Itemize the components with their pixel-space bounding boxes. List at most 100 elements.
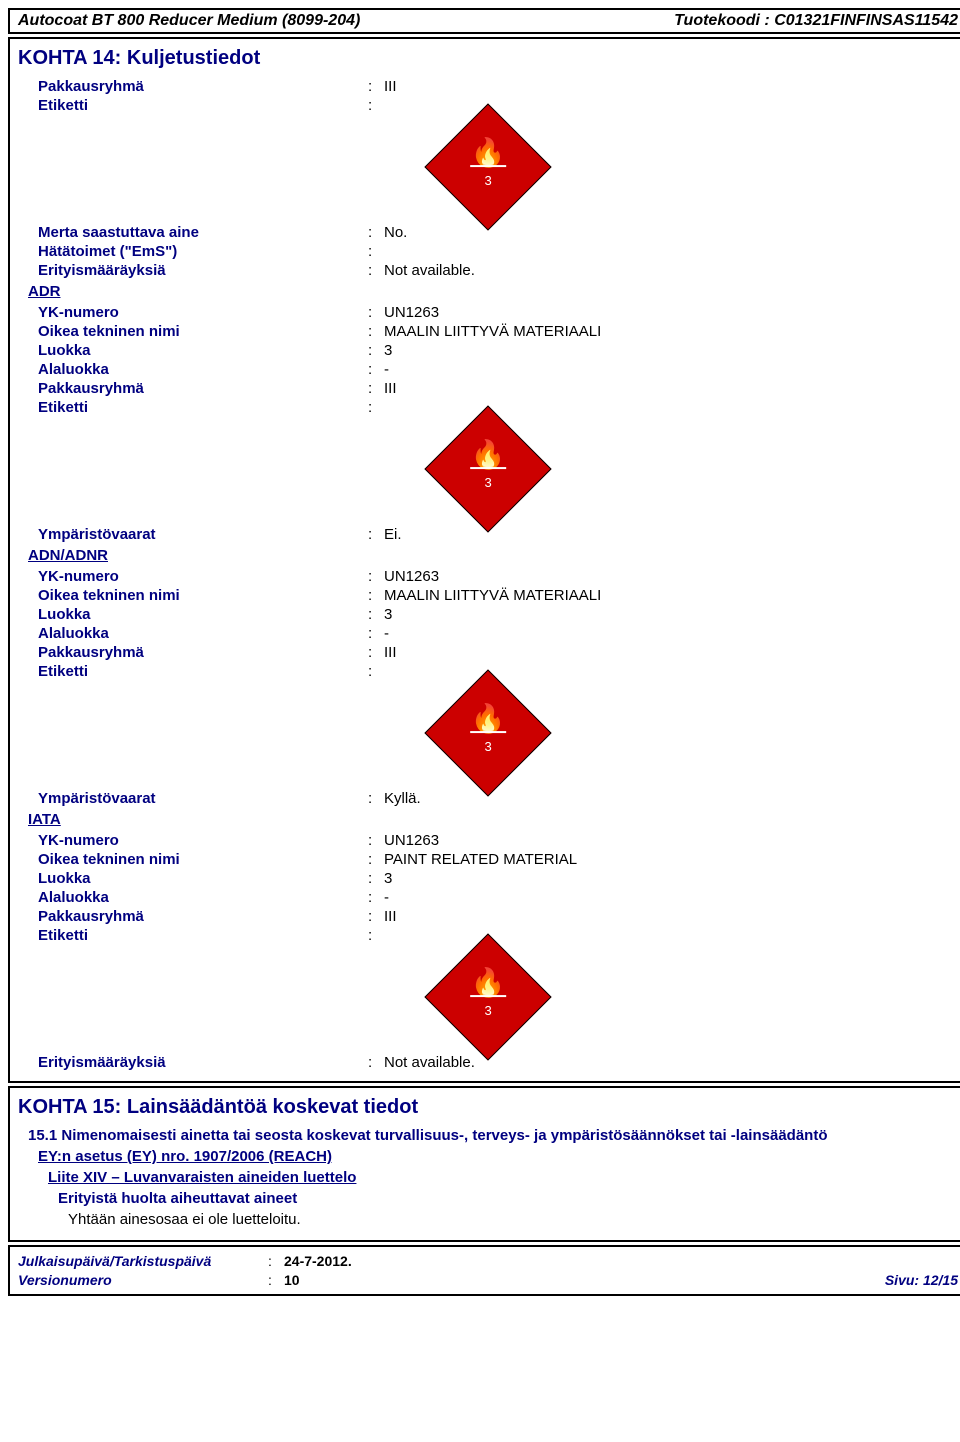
mid-rows: Merta saastuttava aine:No. Hätätoimet ("…	[18, 224, 958, 279]
colon: :	[368, 568, 384, 585]
label: YK-numero	[18, 832, 368, 849]
value: 3	[384, 870, 958, 887]
svhc-line: Erityistä huolta aiheuttavat aineet	[18, 1190, 958, 1207]
colon: :	[368, 304, 384, 321]
reach-line: EY:n asetus (EY) nro. 1907/2006 (REACH)	[18, 1148, 958, 1165]
hazard-diamond-wrap: 🔥3	[18, 688, 958, 778]
colon: :	[368, 526, 384, 543]
hazard-class-number: 3	[470, 1003, 506, 1018]
colon: :	[368, 790, 384, 807]
colon: :	[368, 870, 384, 887]
hazard-diamond: 🔥3	[424, 933, 551, 1060]
colon: :	[368, 323, 384, 340]
label: YK-numero	[18, 568, 368, 585]
value: MAALIN LIITTYVÄ MATERIAALI	[384, 587, 958, 604]
hazard-diamond-wrap: 🔥3	[18, 122, 958, 212]
listed-text: Yhtään ainesosaa ei ole luetteloitu.	[18, 1211, 958, 1228]
adn-title: ADN/ADNR	[18, 547, 958, 564]
label: Alaluokka	[18, 889, 368, 906]
value: UN1263	[384, 568, 958, 585]
label: Alaluokka	[18, 625, 368, 642]
label: Ympäristövaarat	[18, 790, 368, 807]
value: 3	[384, 606, 958, 623]
value: -	[384, 625, 958, 642]
value: Ei.	[384, 526, 958, 543]
colon: :	[368, 927, 384, 944]
footer: Julkaisupäivä/Tarkistuspäivä: 24-7-2012.…	[8, 1245, 960, 1296]
value: PAINT RELATED MATERIAL	[384, 851, 958, 868]
value: No.	[384, 224, 958, 241]
colon: :	[368, 1054, 384, 1071]
value: -	[384, 361, 958, 378]
colon: :	[368, 587, 384, 604]
colon: :	[268, 1253, 284, 1269]
colon: :	[368, 380, 384, 397]
annex-line: Liite XIV – Luvanvaraisten aineiden luet…	[18, 1169, 958, 1186]
version-label: Versionumero	[18, 1272, 268, 1288]
label: Oikea tekninen nimi	[18, 587, 368, 604]
value: III	[384, 908, 958, 925]
colon: :	[368, 889, 384, 906]
product-code: Tuotekoodi : C01321FINFINSAS11542	[674, 12, 958, 30]
value: Kyllä.	[384, 790, 958, 807]
label: Etiketti	[18, 663, 368, 680]
value: 3	[384, 342, 958, 359]
hazard-diamond: 🔥3	[424, 405, 551, 532]
hazard-diamond: 🔥3	[424, 103, 551, 230]
value	[384, 243, 958, 260]
iata-title: IATA	[18, 811, 958, 828]
colon: :	[368, 663, 384, 680]
label: Ympäristövaarat	[18, 526, 368, 543]
value	[384, 97, 958, 114]
label: Oikea tekninen nimi	[18, 323, 368, 340]
colon: :	[368, 224, 384, 241]
value: III	[384, 78, 958, 95]
colon: :	[368, 262, 384, 279]
product-name: Autocoat BT 800 Reducer Medium (8099-204…	[18, 12, 360, 30]
value: UN1263	[384, 832, 958, 849]
label: Oikea tekninen nimi	[18, 851, 368, 868]
hazard-diamond: 🔥3	[424, 669, 551, 796]
date-value: 24-7-2012.	[284, 1253, 352, 1269]
hazard-class-number: 3	[470, 173, 506, 188]
label: YK-numero	[18, 304, 368, 321]
value	[384, 927, 958, 944]
label: Erityismääräyksiä	[18, 1054, 368, 1071]
hazard-diamond-wrap: 🔥3	[18, 424, 958, 514]
colon: :	[368, 342, 384, 359]
section-14-title: KOHTA 14: Kuljetustiedot	[18, 47, 958, 70]
value: MAALIN LIITTYVÄ MATERIAALI	[384, 323, 958, 340]
value: UN1263	[384, 304, 958, 321]
colon: :	[368, 832, 384, 849]
hazard-diamond-wrap: 🔥3	[18, 952, 958, 1042]
value: Not available.	[384, 262, 958, 279]
label: Luokka	[18, 870, 368, 887]
colon: :	[368, 361, 384, 378]
hazard-class-number: 3	[470, 475, 506, 490]
page-number: Sivu: 12/15	[885, 1272, 958, 1288]
section-15-subtitle: 15.1 Nimenomaisesti ainetta tai seosta k…	[18, 1127, 958, 1144]
colon: :	[368, 97, 384, 114]
hazard-class-number: 3	[470, 739, 506, 754]
label: Pakkausryhmä	[18, 644, 368, 661]
date-label: Julkaisupäivä/Tarkistuspäivä	[18, 1253, 268, 1269]
colon: :	[268, 1272, 284, 1288]
section-14: KOHTA 14: Kuljetustiedot Pakkausryhmä:II…	[8, 37, 960, 1083]
label: Hätätoimet ("EmS")	[18, 243, 368, 260]
label: Etiketti	[18, 399, 368, 416]
value: Not available.	[384, 1054, 958, 1071]
colon: :	[368, 243, 384, 260]
label: Merta saastuttava aine	[18, 224, 368, 241]
label: Erityismääräyksiä	[18, 262, 368, 279]
adr-title: ADR	[18, 283, 958, 300]
label: Pakkausryhmä	[18, 908, 368, 925]
colon: :	[368, 851, 384, 868]
colon: :	[368, 625, 384, 642]
colon: :	[368, 908, 384, 925]
colon: :	[368, 606, 384, 623]
label: Alaluokka	[18, 361, 368, 378]
label: Pakkausryhmä	[18, 380, 368, 397]
label: Luokka	[18, 606, 368, 623]
value: III	[384, 380, 958, 397]
header-bar: Autocoat BT 800 Reducer Medium (8099-204…	[8, 8, 960, 34]
